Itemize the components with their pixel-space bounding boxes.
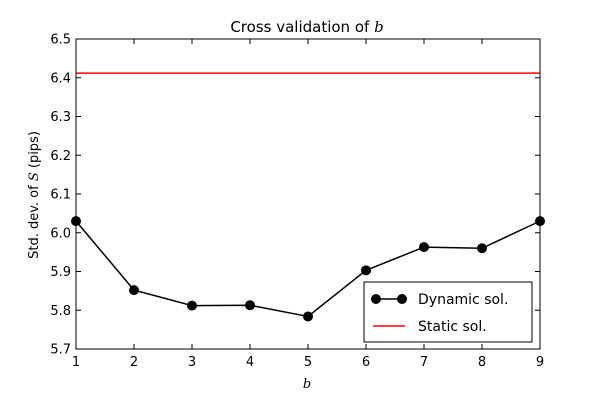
data-point [245,300,255,311]
x-axis-label: b [303,377,311,392]
x-tick-label: 5 [304,355,312,370]
legend-box [363,281,533,343]
x-tick-label: 2 [130,355,138,370]
plot-area [71,72,545,322]
y-tick-label: 5.7 [50,343,71,358]
legend-label-dynamic: Dynamic sol. [418,292,508,308]
x-tick-label: 4 [246,355,254,370]
y-tick-label: 6.1 [50,188,71,203]
plot-frame [75,38,541,350]
y-tick-label: 6.4 [50,71,71,86]
data-point [303,311,313,322]
x-tick-label: 9 [536,355,544,370]
y-axis-label: Std. dev. of S (pips) [27,131,42,259]
legend: Dynamic sol. Static sol. [363,281,533,343]
y-tick-label: 6.3 [50,110,71,125]
x-tick-label: 8 [478,355,486,370]
x-tick-label: 6 [362,355,370,370]
data-point [187,300,197,311]
y-tick-label: 6.5 [50,33,71,48]
data-point [477,243,487,254]
legend-marker-dynamic [371,294,381,304]
y-tick-label: 5.9 [50,265,71,280]
data-point [419,242,429,253]
y-tick-label: 5.8 [50,304,71,319]
data-point [129,285,139,296]
x-tick-label: 3 [188,355,196,370]
chart-title: Cross validation of b [230,18,383,36]
data-point [361,265,371,276]
x-tick-label: 7 [420,355,428,370]
x-tick-label: 1 [72,355,80,370]
axis-ticks: 1 2 3 4 5 6 7 8 9 5.7 5.8 5.9 6.0 6.1 6.2 6.3 6.4 6.5 [50,33,544,371]
legend-marker-dynamic [397,294,407,304]
y-tick-label: 6.2 [50,149,71,164]
y-tick-label: 6.0 [50,226,71,241]
legend-label-static: Static sol. [418,319,487,335]
